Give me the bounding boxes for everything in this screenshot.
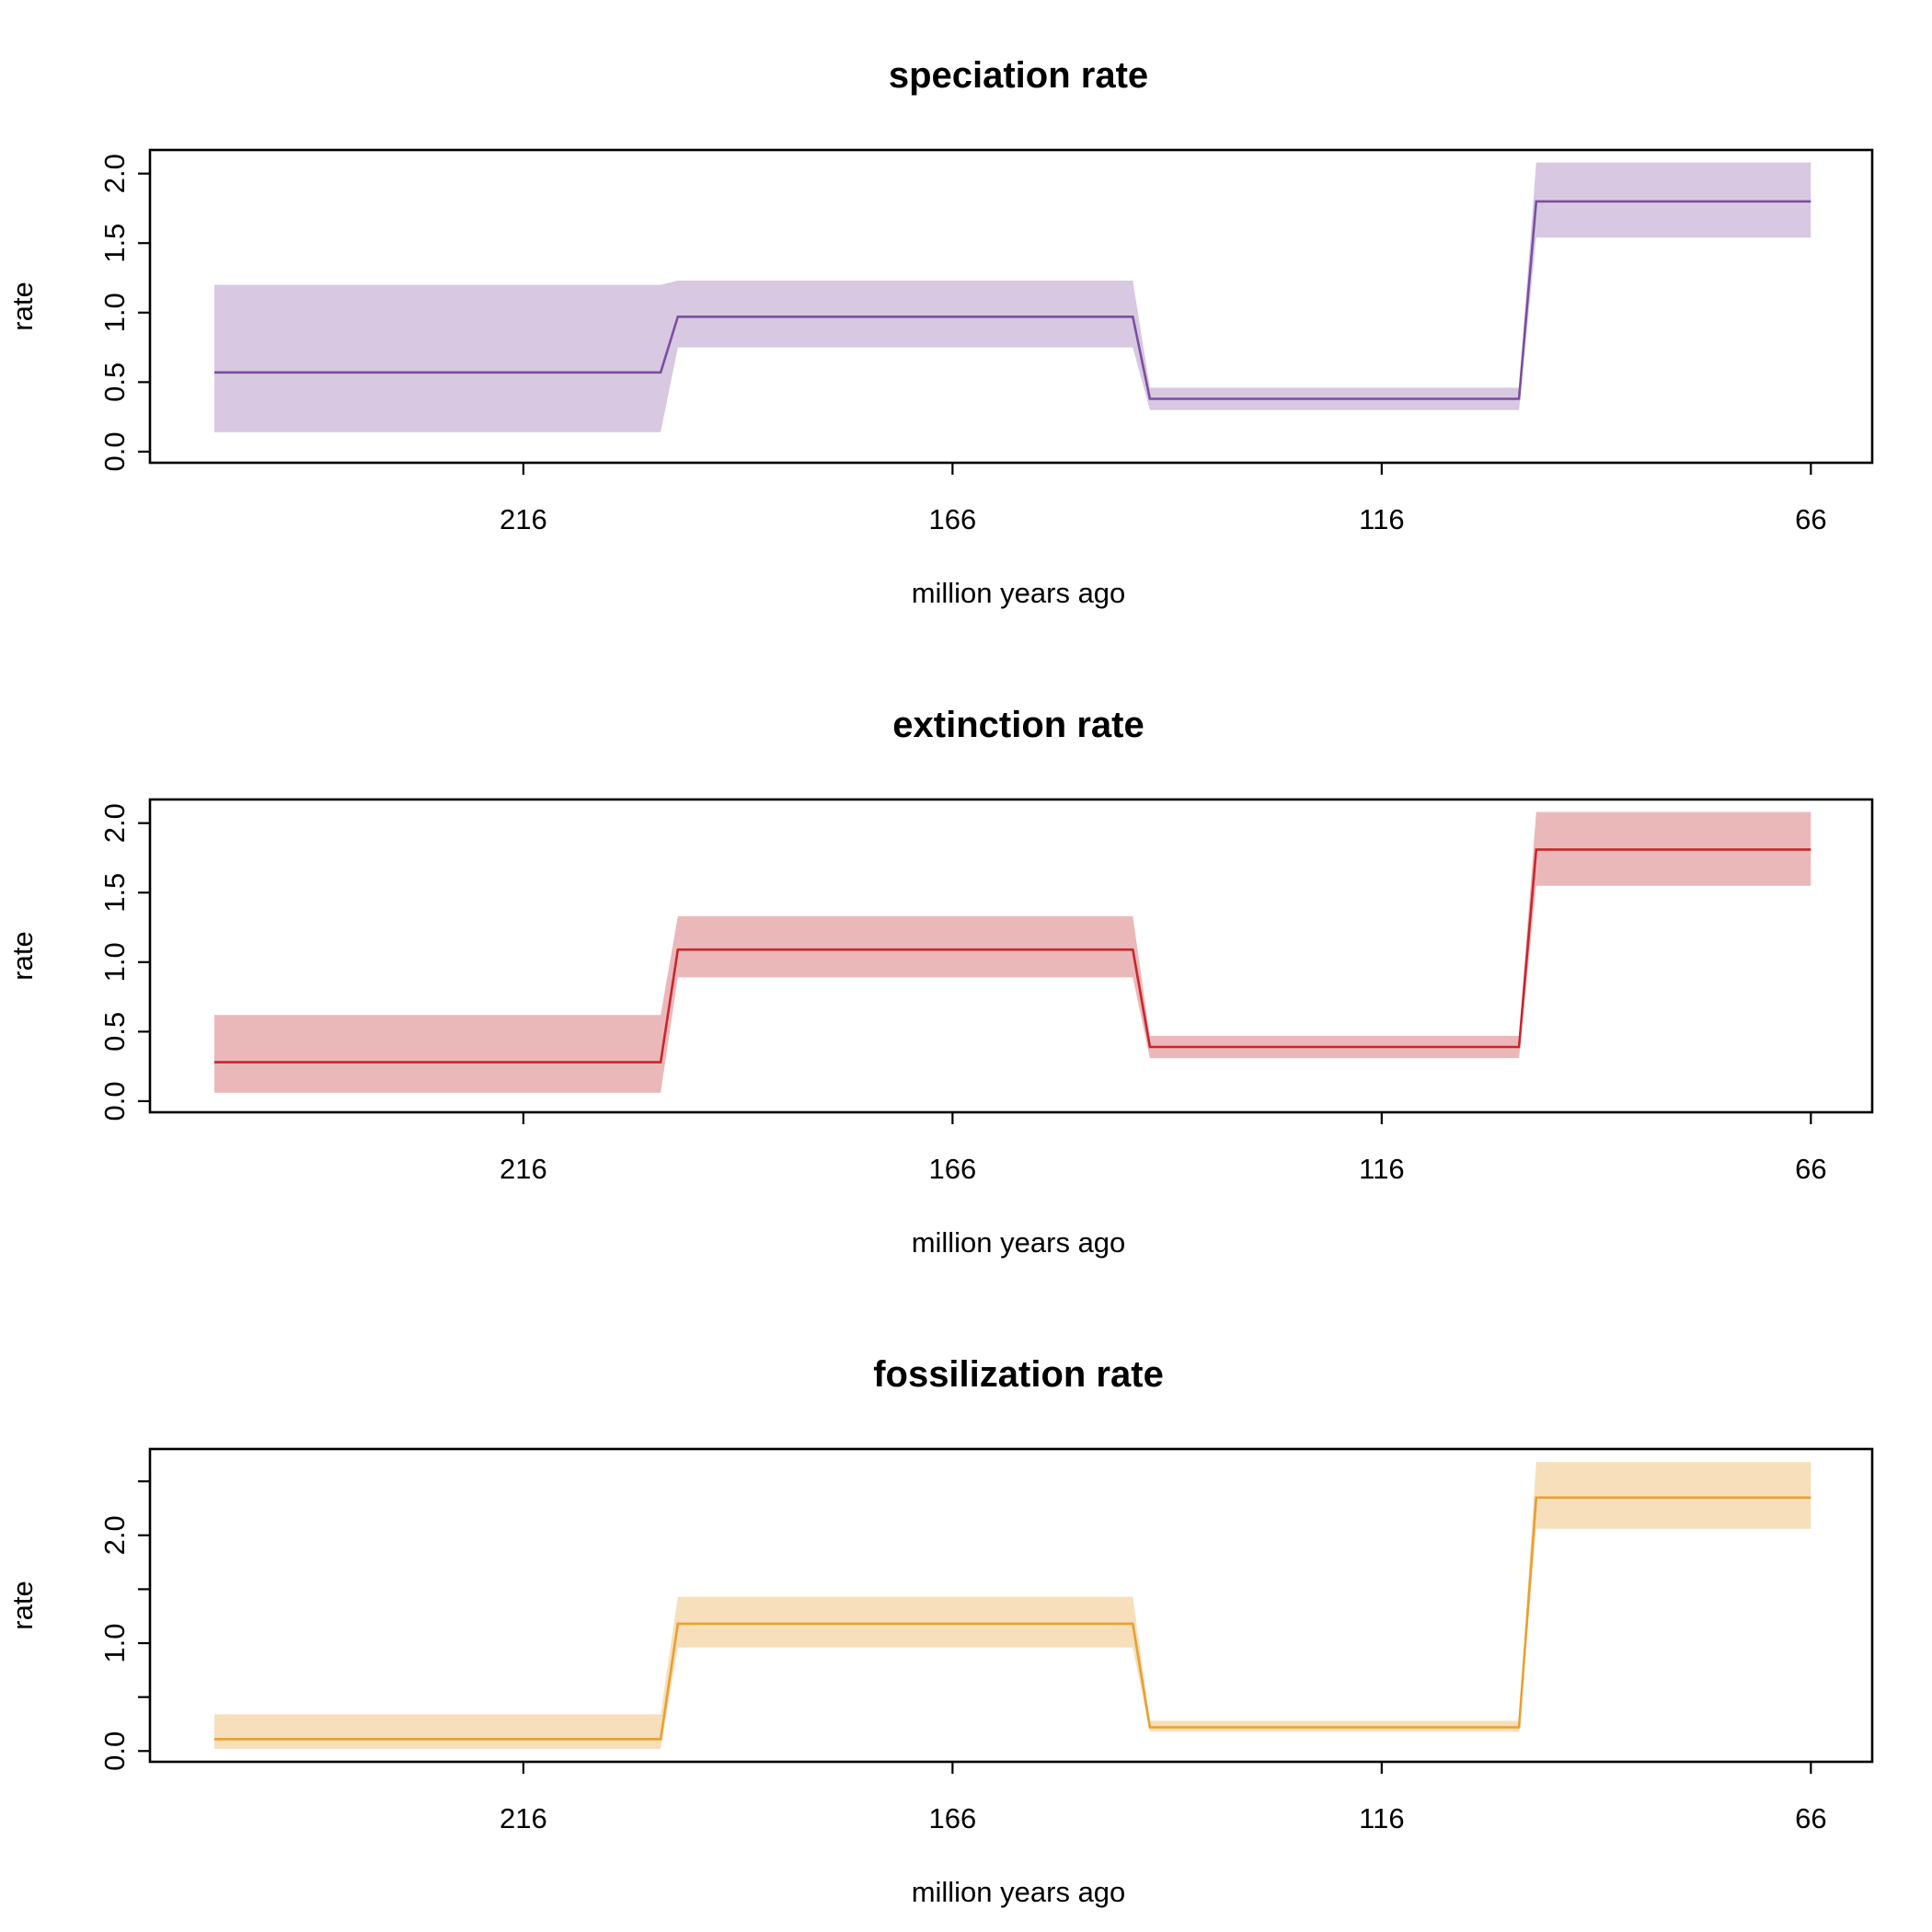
y-tick-label: 0.0 bbox=[98, 1731, 131, 1771]
x-tick-label: 116 bbox=[1359, 1153, 1404, 1185]
y-tick-label: 2.0 bbox=[98, 803, 131, 843]
x-axis-label: million years ago bbox=[912, 1876, 1126, 1908]
median-rate-line bbox=[214, 200, 1811, 400]
x-tick-label: 166 bbox=[928, 1802, 976, 1834]
x-axis-label: million years ago bbox=[912, 1226, 1126, 1259]
chart-title: extinction rate bbox=[892, 705, 1144, 745]
chart-title: fossilization rate bbox=[873, 1354, 1164, 1395]
x-tick-label: 66 bbox=[1795, 1802, 1826, 1834]
y-axis-label: rate bbox=[6, 282, 39, 330]
y-axis-label: rate bbox=[6, 1581, 39, 1629]
plot-frame bbox=[148, 148, 1874, 465]
y-tick-label: 1.5 bbox=[98, 224, 131, 263]
x-tick-label: 216 bbox=[500, 1802, 547, 1834]
x-tick-label: 166 bbox=[928, 1153, 976, 1185]
chart-title: speciation rate bbox=[889, 55, 1148, 96]
x-tick-label: 216 bbox=[500, 1153, 547, 1185]
x-tick-label: 216 bbox=[500, 503, 547, 535]
y-tick-label: 0.0 bbox=[98, 1081, 131, 1121]
median-rate-line bbox=[214, 848, 1811, 1064]
y-tick-label: 0.0 bbox=[98, 431, 131, 471]
x-tick-label: 116 bbox=[1359, 1802, 1404, 1834]
y-tick-label: 0.5 bbox=[98, 362, 131, 402]
y-tick-label: 1.0 bbox=[98, 942, 131, 982]
y-tick-label: 1.0 bbox=[98, 1623, 131, 1662]
median-rate-line bbox=[214, 1496, 1811, 1741]
plot-frame bbox=[148, 1447, 1874, 1764]
y-tick-label: 1.5 bbox=[98, 873, 131, 913]
panel-0: speciation rate 216 166 116 66 0.0 0.5 1.0 1.5 2.… bbox=[6, 55, 1874, 609]
plot-frame bbox=[148, 798, 1874, 1114]
credible-interval-band bbox=[214, 1462, 1811, 1749]
x-tick-label: 116 bbox=[1359, 503, 1404, 535]
x-axis-label: million years ago bbox=[912, 577, 1126, 609]
panel-2: fossilization rate 216 166 116 66 0.0 1.0 2.0 mi… bbox=[6, 1354, 1874, 1908]
y-tick-label: 2.0 bbox=[98, 154, 131, 193]
x-tick-label: 66 bbox=[1795, 1153, 1826, 1185]
credible-interval-band bbox=[214, 162, 1811, 432]
credible-interval-band bbox=[214, 811, 1811, 1093]
y-axis-label: rate bbox=[6, 931, 39, 980]
panel-1: extinction rate 216 166 116 66 0.0 0.5 1.0 1.5 2.… bbox=[6, 705, 1874, 1259]
x-tick-label: 66 bbox=[1795, 503, 1826, 535]
y-tick-label: 1.0 bbox=[98, 293, 131, 332]
y-tick-label: 2.0 bbox=[98, 1515, 131, 1555]
y-tick-label: 0.5 bbox=[98, 1012, 131, 1052]
x-tick-label: 166 bbox=[928, 503, 976, 535]
